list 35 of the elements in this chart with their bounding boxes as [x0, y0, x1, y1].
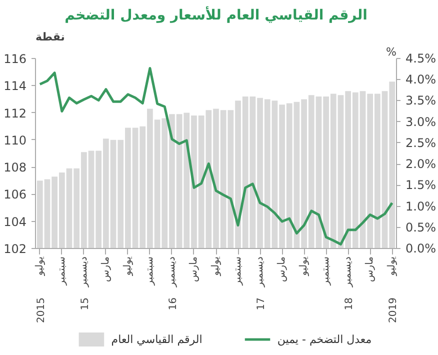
y2-tick-label: 0.0% [406, 242, 436, 256]
y-tick-label: 106 [4, 188, 26, 202]
x-tick-label: سبتمبر [56, 256, 68, 286]
y2-tick-label: 2.5% [406, 136, 436, 150]
x-tick-label: مارس [364, 256, 376, 282]
y-tick-label: 114 [4, 79, 26, 94]
y2-tick-label: 3.5% [406, 94, 436, 108]
line-series [38, 66, 394, 246]
y-axis-title: نقطة [36, 30, 65, 44]
y2-tick-label: 1.5% [406, 178, 436, 192]
x-tick-label: مارس [188, 256, 200, 282]
x-tick-label: سبتمبر [232, 256, 244, 286]
y-tick-label: 116 [4, 52, 26, 66]
x-tick-label: سبتمبر [320, 256, 332, 286]
chart-title: الرقم القياسي العام للأسعار ومعدل التضخم [64, 6, 368, 24]
y2-tick-label: 1.0% [406, 199, 436, 214]
y-tick-label: 112 [4, 106, 26, 120]
y-tick-label: 108 [4, 160, 26, 175]
y2-axis-title: % [386, 46, 396, 58]
y-tick-label: 102 [4, 242, 26, 256]
y2-tick-label: 0.5% [406, 220, 436, 234]
x-tick-label: مارس [100, 256, 112, 282]
x-tick-label: يوليو [210, 256, 222, 277]
y-tick-label: 110 [4, 133, 26, 148]
x-tick-label: مارس [276, 256, 288, 282]
x-tick-label: سبتمبر [144, 256, 156, 286]
legend-label: الرقم القياسي العام [111, 333, 202, 346]
y2-tick-label: 2.0% [406, 157, 436, 172]
y2-tick-label: 4.0% [406, 72, 436, 87]
y2-tick-label: 3.0% [406, 114, 436, 129]
y-tick-label: 104 [4, 214, 26, 229]
legend-label: معدل التضخم - يمين [277, 333, 372, 346]
x-tick-label: يوليو [122, 256, 134, 277]
y2-tick-label: 4.5% [406, 52, 436, 66]
x-tick-label: يوليو [298, 256, 310, 277]
